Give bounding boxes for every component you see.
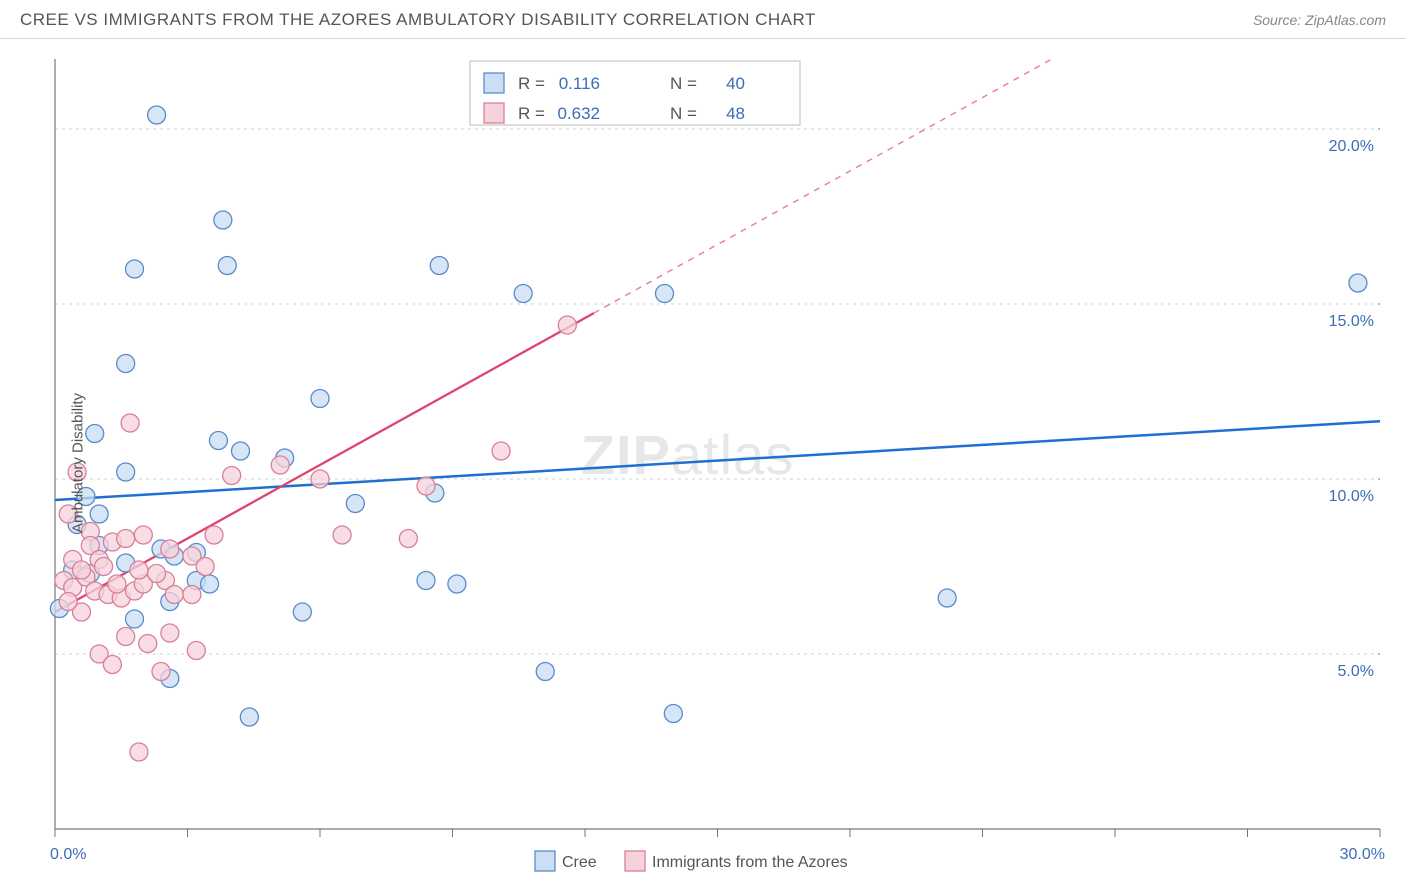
chart-header: CREE VS IMMIGRANTS FROM THE AZORES AMBUL… [0,0,1406,39]
scatter-chart: 0.0% 30.0% 5.0% 10.0% 15.0% 20.0% ZIPatlas R = 0… [0,39,1406,887]
svg-text:20.0%: 20.0% [1329,138,1374,155]
chart-title: CREE VS IMMIGRANTS FROM THE AZORES AMBUL… [20,10,816,30]
svg-text:N =: N = [670,74,697,93]
svg-text:48: 48 [726,104,745,123]
chart-source: Source: ZipAtlas.com [1253,12,1386,28]
y-axis-label: Ambulatory Disability [70,393,87,533]
svg-text:40: 40 [726,74,745,93]
svg-text:R =: R = [518,74,545,93]
svg-text:0.632: 0.632 [557,104,600,123]
svg-text:30.0%: 30.0% [1340,846,1385,863]
svg-text:0.116: 0.116 [559,74,600,93]
svg-text:15.0%: 15.0% [1329,313,1374,330]
svg-text:N =: N = [670,104,697,123]
svg-text:R =: R = [518,104,545,123]
svg-text:ZIPatlas: ZIPatlas [581,423,794,486]
svg-text:Cree: Cree [562,854,597,871]
chart-area: Ambulatory Disability 0.0% 30.0% 5.0% 10.0%… [0,39,1406,887]
svg-text:0.0%: 0.0% [50,846,86,863]
svg-text:Immigrants from the Azores: Immigrants from the Azores [652,854,848,871]
svg-text:10.0%: 10.0% [1329,488,1374,505]
svg-text:5.0%: 5.0% [1338,663,1374,680]
